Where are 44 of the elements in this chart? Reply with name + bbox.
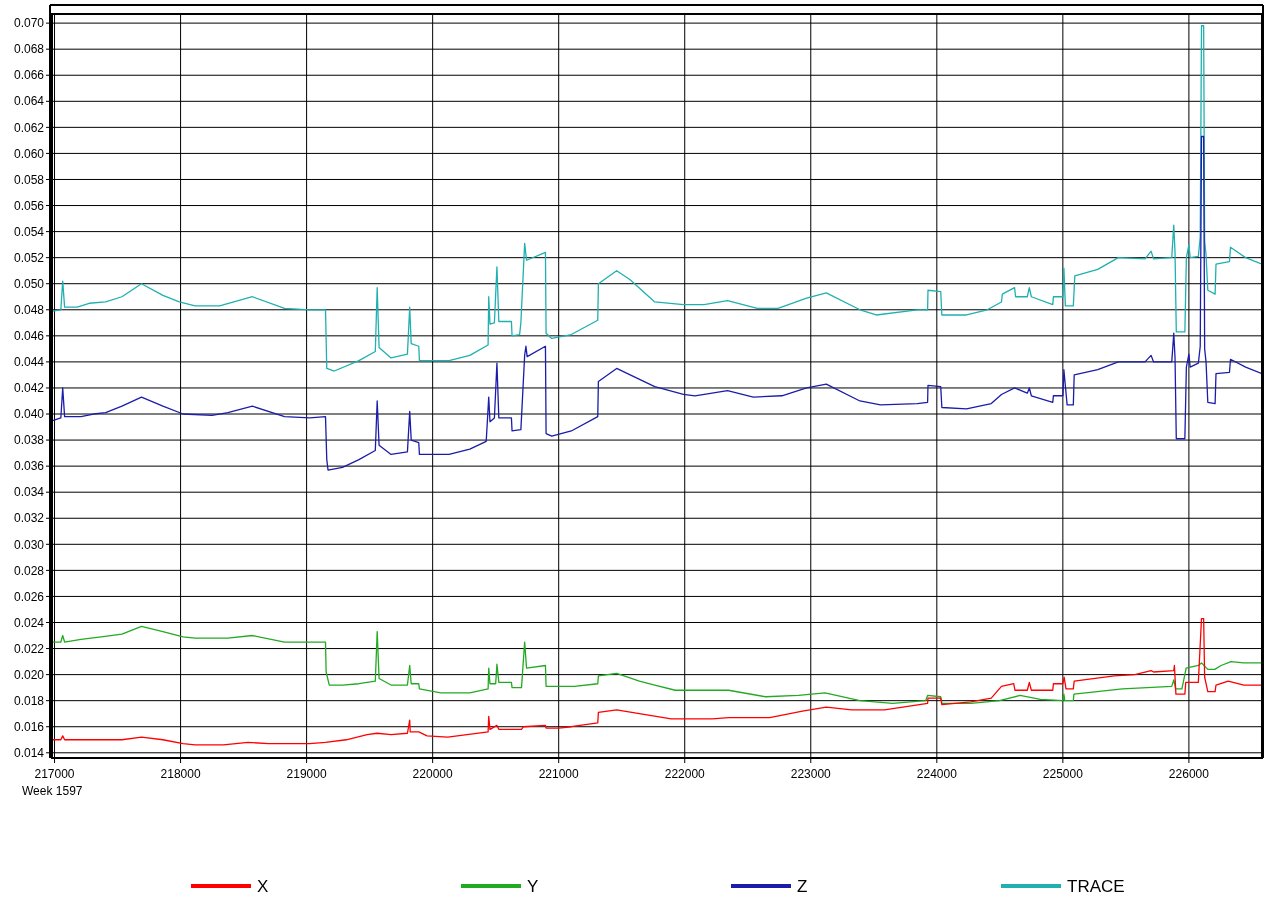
y-tick-label: 0.054 [13, 224, 45, 239]
x-tick-label: 219000 [286, 767, 327, 781]
x-tick-label: 220000 [412, 767, 453, 781]
y-tick-label: 0.030 [13, 537, 45, 552]
y-tick-label: 0.028 [13, 563, 45, 578]
y-tick-label: 0.070 [13, 16, 45, 31]
y-tick-label: 0.066 [13, 68, 45, 83]
y-tick-label: 0.052 [13, 250, 45, 265]
legend-label: TRACE [1067, 876, 1125, 896]
y-tick-label: 0.034 [13, 485, 45, 500]
x-tick-label: 221000 [538, 767, 580, 781]
y-tick-label: 0.046 [13, 329, 45, 344]
y-tick-label: 0.064 [13, 94, 45, 109]
x-tick-label: 224000 [916, 767, 958, 781]
x-tick-label: 225000 [1042, 767, 1084, 781]
y-tick-label: 0.032 [13, 511, 45, 526]
y-tick-label: 0.044 [13, 355, 45, 370]
legend-label: Y [527, 876, 539, 896]
y-tick-label: 0.062 [13, 120, 45, 135]
y-tick-label: 0.026 [13, 589, 45, 604]
legend-label: Z [797, 876, 808, 896]
y-tick-label: 0.042 [13, 381, 45, 396]
y-tick-label: 0.060 [13, 146, 45, 161]
y-tick-label: 0.056 [13, 198, 45, 213]
x-tick-label: 222000 [664, 767, 706, 781]
legend-label: X [257, 876, 269, 896]
y-tick-label: 0.016 [13, 719, 45, 734]
y-tick-label: 0.022 [13, 641, 45, 656]
y-tick-label: 0.024 [13, 615, 45, 630]
y-tick-label: 0.068 [13, 42, 45, 57]
y-tick-label: 0.018 [13, 693, 45, 708]
y-tick-label: 0.040 [13, 407, 45, 422]
y-tick-label: 0.036 [13, 459, 45, 474]
y-tick-label: 0.038 [13, 433, 45, 448]
x-tick-label: 217000 [34, 767, 75, 781]
x-tick-label: 226000 [1168, 767, 1210, 781]
y-tick-label: 0.048 [13, 302, 45, 317]
y-tick-label: 0.020 [13, 667, 45, 682]
x-tick-label: 218000 [160, 767, 201, 781]
y-tick-label: 0.014 [13, 745, 45, 760]
x-tick-label: 223000 [790, 767, 832, 781]
x-axis-title: Week 1597 [22, 784, 83, 798]
y-tick-label: 0.050 [13, 276, 45, 291]
y-tick-label: 0.058 [13, 172, 45, 187]
